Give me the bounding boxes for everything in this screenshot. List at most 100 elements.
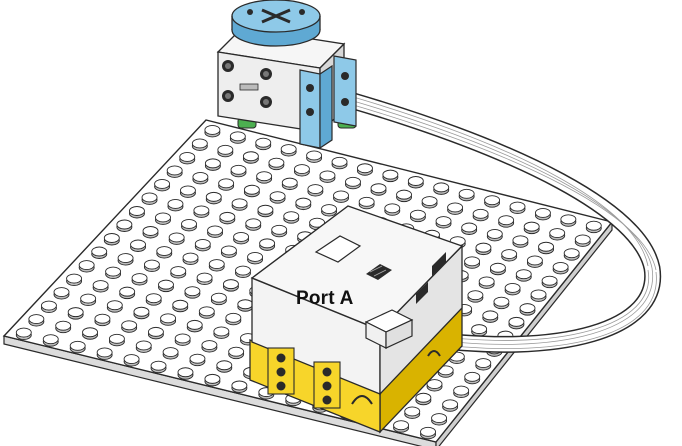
stud	[80, 293, 97, 304]
stud	[306, 150, 323, 161]
stud	[105, 266, 122, 277]
stud	[467, 290, 484, 301]
hub-port-b	[416, 252, 446, 304]
stud	[498, 215, 515, 226]
stud	[129, 206, 145, 216]
stud	[519, 303, 536, 314]
stud	[94, 313, 111, 324]
stud	[508, 316, 525, 327]
stud	[193, 205, 210, 216]
stud	[358, 196, 375, 207]
stud	[160, 313, 177, 324]
stud	[155, 212, 171, 223]
stud	[493, 296, 510, 307]
stud	[256, 171, 273, 182]
stud	[201, 340, 218, 351]
stud	[119, 286, 136, 297]
motor	[216, 0, 357, 150]
stud	[229, 131, 246, 142]
stud	[116, 219, 133, 230]
hub	[249, 205, 464, 434]
stud	[396, 189, 412, 200]
stud	[242, 151, 259, 162]
stud	[147, 326, 164, 337]
stud	[228, 346, 245, 357]
stud	[404, 406, 421, 417]
stud	[205, 191, 222, 202]
stud	[331, 156, 348, 167]
stud	[447, 202, 464, 213]
stud	[370, 183, 387, 194]
stud	[269, 191, 286, 202]
stud	[218, 178, 235, 189]
stud	[15, 327, 32, 338]
stud	[512, 235, 529, 246]
stud	[179, 185, 196, 196]
stud	[464, 371, 481, 382]
stud	[225, 312, 242, 323]
stud	[78, 260, 95, 270]
stud	[156, 246, 173, 256]
stud	[357, 163, 373, 174]
stud	[271, 224, 288, 235]
stud	[549, 228, 566, 238]
stud	[182, 252, 199, 263]
stud	[145, 293, 162, 304]
stud	[42, 334, 59, 345]
stud	[475, 358, 492, 369]
stud	[158, 279, 174, 290]
stud	[117, 253, 134, 263]
stud	[475, 242, 492, 253]
stud	[382, 169, 399, 180]
stud	[384, 203, 401, 214]
stud	[106, 300, 123, 311]
stud	[333, 190, 349, 201]
stud	[504, 282, 521, 293]
stud	[174, 333, 191, 344]
stud	[409, 209, 426, 220]
stud	[53, 287, 70, 297]
stud	[55, 320, 72, 331]
stud	[66, 273, 83, 284]
stud	[233, 231, 250, 242]
stud	[431, 413, 448, 424]
stud	[108, 333, 125, 344]
stud	[268, 157, 285, 168]
stud	[461, 222, 478, 233]
stud	[177, 367, 194, 378]
stud	[526, 255, 543, 266]
stud	[523, 221, 540, 232]
stud	[509, 201, 526, 212]
stud	[184, 286, 201, 297]
stud	[204, 373, 221, 384]
stud	[154, 179, 171, 189]
stud	[208, 259, 225, 269]
stud	[283, 211, 300, 222]
stud	[28, 314, 45, 325]
stud	[478, 276, 495, 287]
stud	[574, 234, 591, 245]
stud	[181, 218, 197, 229]
stud	[92, 280, 109, 291]
stud	[453, 385, 470, 396]
stud	[222, 279, 239, 290]
stud	[482, 310, 499, 321]
stud	[415, 392, 432, 403]
stud	[259, 238, 276, 249]
stud	[538, 241, 555, 252]
stud	[204, 158, 221, 169]
stud	[198, 306, 215, 317]
stud	[170, 266, 187, 277]
stud	[40, 300, 57, 311]
stud	[407, 176, 424, 186]
stud	[82, 327, 99, 338]
stud	[534, 207, 551, 218]
stud	[135, 340, 152, 351]
stud	[172, 299, 189, 310]
stud	[103, 233, 120, 243]
stud	[142, 226, 159, 236]
stud	[501, 249, 518, 260]
stud	[166, 165, 183, 176]
stud	[96, 347, 113, 358]
stud	[231, 380, 248, 391]
